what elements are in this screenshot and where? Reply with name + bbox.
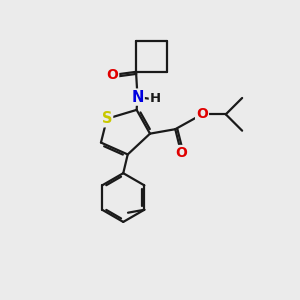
- Text: O: O: [196, 107, 208, 121]
- Text: S: S: [102, 111, 112, 126]
- Text: N: N: [131, 90, 144, 105]
- Text: H: H: [150, 92, 161, 105]
- Text: O: O: [106, 68, 118, 82]
- Text: O: O: [175, 146, 187, 160]
